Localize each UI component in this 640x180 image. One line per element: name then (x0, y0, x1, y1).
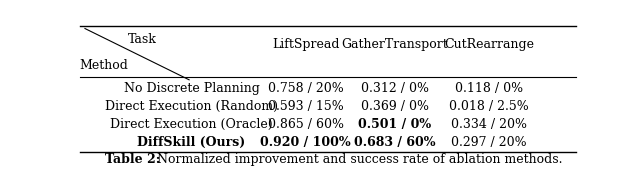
Text: Direct Execution (Oracle): Direct Execution (Oracle) (110, 118, 273, 131)
Text: No Discrete Planning: No Discrete Planning (124, 82, 260, 95)
Text: Direct Execution (Random): Direct Execution (Random) (105, 100, 278, 113)
Text: 0.118 / 0%: 0.118 / 0% (455, 82, 524, 95)
Text: 0.334 / 20%: 0.334 / 20% (451, 118, 527, 131)
Text: LiftSpread: LiftSpread (272, 38, 339, 51)
Text: GatherTransport: GatherTransport (342, 38, 449, 51)
Text: 0.369 / 0%: 0.369 / 0% (361, 100, 429, 113)
Text: Normalized improvement and success rate of ablation methods.: Normalized improvement and success rate … (154, 153, 563, 166)
Text: 0.920 / 100%: 0.920 / 100% (260, 136, 351, 149)
Text: 0.297 / 20%: 0.297 / 20% (451, 136, 527, 149)
Text: DiffSkill (Ours): DiffSkill (Ours) (138, 136, 246, 149)
Text: Table 2:: Table 2: (105, 153, 160, 166)
Text: 0.593 / 15%: 0.593 / 15% (268, 100, 344, 113)
Text: 0.018 / 2.5%: 0.018 / 2.5% (449, 100, 529, 113)
Text: 0.501 / 0%: 0.501 / 0% (358, 118, 431, 131)
Text: CutRearrange: CutRearrange (444, 38, 534, 51)
Text: 0.865 / 60%: 0.865 / 60% (268, 118, 344, 131)
Text: 0.758 / 20%: 0.758 / 20% (268, 82, 344, 95)
Text: 0.683 / 60%: 0.683 / 60% (354, 136, 436, 149)
Text: Task: Task (127, 33, 156, 46)
Text: 0.312 / 0%: 0.312 / 0% (361, 82, 429, 95)
Text: Method: Method (79, 59, 128, 72)
